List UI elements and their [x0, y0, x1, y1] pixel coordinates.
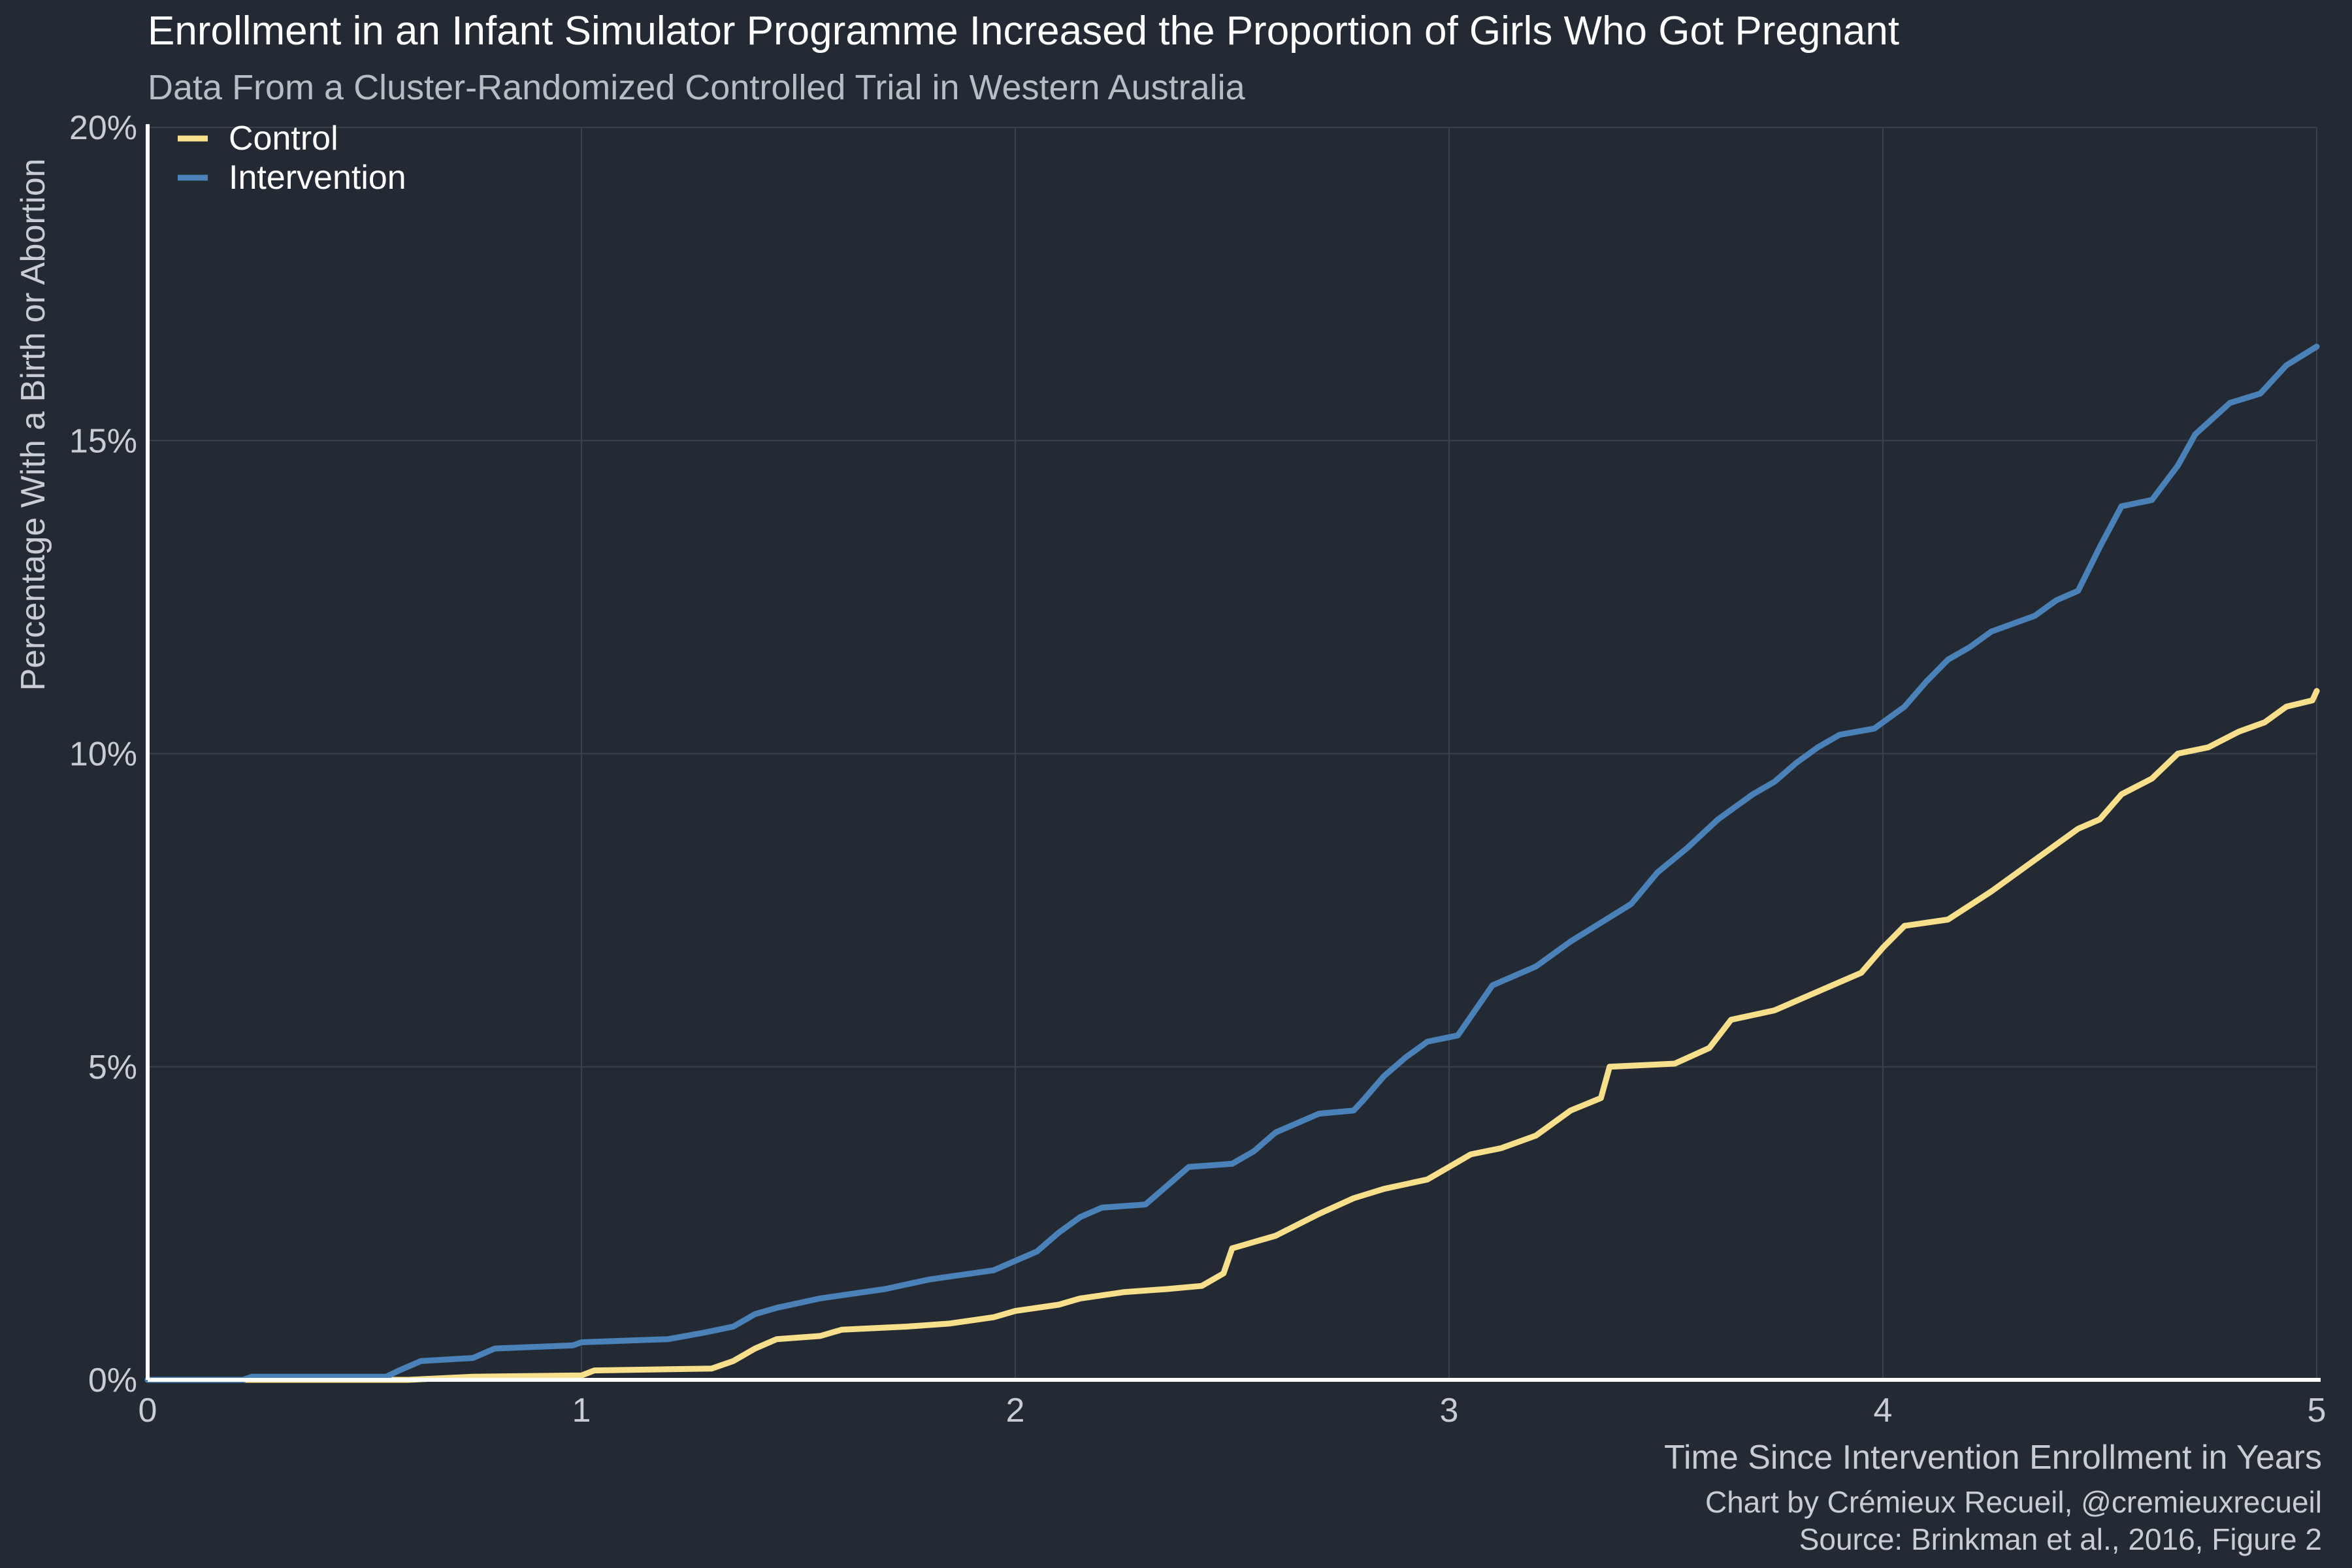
- y-tick-label: 5%: [88, 1049, 137, 1086]
- y-tick-label: 0%: [88, 1362, 137, 1399]
- axes: [146, 124, 2321, 1382]
- x-tick-label: 1: [572, 1392, 591, 1429]
- legend: Control Intervention: [178, 120, 406, 197]
- x-tick-label: 4: [1874, 1392, 1893, 1429]
- legend-label-control: Control: [229, 120, 338, 157]
- plot-series: [144, 344, 2320, 1383]
- caption-source: Source: Brinkman et al., 2016, Figure 2: [1799, 1522, 2322, 1556]
- x-axis-label: Time Since Intervention Enrollment in Ye…: [1664, 1439, 2322, 1477]
- series-line-control: [144, 688, 2320, 1383]
- y-tick-label: 15%: [69, 422, 137, 460]
- x-tick-label: 0: [139, 1392, 157, 1429]
- y-tick-label: 20%: [69, 109, 137, 147]
- y-tick-label: 10%: [69, 736, 137, 774]
- series-line-intervention: [144, 344, 2320, 1383]
- x-tick-label: 5: [2308, 1392, 2327, 1429]
- chart-title: Enrollment in an Infant Simulator Progra…: [148, 8, 1899, 54]
- chart-subtitle: Data From a Cluster-Randomized Controlle…: [148, 68, 1246, 107]
- tick-labels: 0 1 2 3 4 5 0% 5% 10% 15% 20%: [69, 109, 2327, 1429]
- caption-credit: Chart by Crémieux Recueil, @cremieuxrecu…: [1705, 1485, 2322, 1519]
- x-tick-label: 2: [1006, 1392, 1025, 1429]
- legend-label-intervention: Intervention: [229, 159, 406, 197]
- x-tick-label: 3: [1440, 1392, 1459, 1429]
- y-axis-label: Percentage With a Birth or Abortion: [14, 158, 52, 691]
